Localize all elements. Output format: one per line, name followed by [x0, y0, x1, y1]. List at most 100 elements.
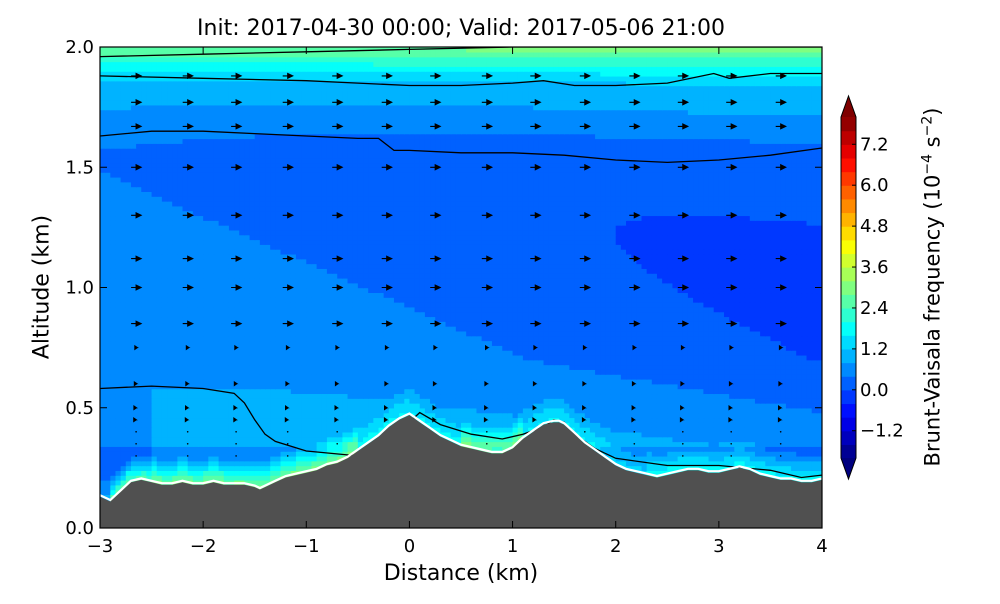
field-cell: [729, 412, 736, 419]
field-cell: [564, 417, 570, 423]
field-cell: [311, 388, 318, 395]
field-cell: [234, 354, 240, 361]
field-cell: [538, 369, 545, 375]
field-cell: [796, 465, 803, 471]
field-cell: [739, 431, 746, 438]
field-cell: [512, 407, 519, 414]
field-cell: [223, 388, 230, 395]
field-cell: [471, 359, 478, 366]
field-cell: [698, 359, 705, 366]
field-cell: [481, 393, 488, 399]
field-cell: [708, 446, 715, 452]
field-cell: [481, 426, 488, 433]
field-cell: [538, 359, 545, 366]
field-cell: [290, 407, 297, 414]
field-cell: [729, 383, 736, 390]
field-cell: [476, 436, 483, 443]
field-cell: [718, 378, 725, 385]
field-cell: [724, 426, 730, 433]
field-cell: [631, 364, 638, 370]
field-cell: [677, 441, 684, 447]
field-cell: [801, 378, 808, 385]
field-cell: [806, 460, 813, 467]
field-cell: [167, 378, 173, 385]
field-cell: [693, 460, 699, 467]
field-cell: [368, 383, 375, 390]
field-cell: [115, 364, 122, 370]
field-cell: [218, 398, 225, 404]
field-cell: [141, 374, 148, 380]
field-cell: [796, 364, 803, 370]
field-cell: [775, 374, 782, 380]
field-cell: [589, 354, 596, 361]
field-cell: [368, 374, 375, 380]
field-cell: [734, 374, 741, 380]
field-cell: [337, 378, 344, 385]
field-cell: [399, 359, 405, 366]
field-cell: [471, 426, 478, 433]
field-cell: [301, 359, 307, 366]
field-cell: [213, 455, 220, 462]
field-cell: [744, 426, 751, 433]
field-cell: [110, 359, 117, 366]
field-cell: [677, 359, 684, 366]
field-cell: [440, 374, 447, 380]
field-cell: [754, 446, 761, 452]
field-cell: [115, 441, 122, 447]
field-cell: [368, 412, 375, 419]
field-cell: [404, 407, 411, 414]
field-cell: [234, 407, 240, 414]
field-cell: [708, 369, 715, 375]
field-cell: [100, 402, 106, 409]
field-cell: [806, 465, 813, 471]
field-cell: [760, 383, 766, 390]
field-cell: [259, 465, 266, 471]
field-cell: [744, 383, 751, 390]
field-cell: [218, 393, 225, 399]
field-cell: [651, 364, 658, 370]
field-cell: [775, 359, 782, 366]
field-cell: [259, 378, 266, 385]
field-cell: [156, 388, 163, 395]
field-cell: [651, 436, 658, 443]
field-cell: [424, 359, 431, 366]
field-cell: [765, 470, 772, 476]
field-cell: [677, 446, 684, 452]
field-cell: [517, 388, 524, 395]
field-cell: [151, 388, 158, 395]
field-cell: [765, 436, 772, 443]
field-cell: [605, 412, 612, 419]
field-cell: [141, 388, 148, 395]
field-cell: [605, 407, 612, 414]
field-cell: [553, 388, 560, 395]
field-cell: [270, 364, 277, 370]
field-cell: [125, 354, 132, 361]
field-cell: [455, 431, 462, 438]
field-cell: [347, 422, 354, 428]
field-cell: [491, 393, 498, 399]
field-cell: [167, 441, 173, 447]
field-cell: [620, 378, 627, 385]
field-cell: [605, 446, 612, 452]
field-cell: [357, 398, 364, 404]
field-cell: [512, 431, 519, 438]
field-cell: [244, 374, 251, 380]
field-cell: [151, 359, 158, 366]
field-cell: [228, 393, 235, 399]
field-cell: [816, 441, 822, 447]
field-cell: [265, 393, 271, 399]
field-cell: [141, 451, 148, 457]
field-cell: [167, 417, 173, 423]
field-cell: [213, 402, 220, 409]
field-cell: [693, 378, 699, 385]
field-cell: [285, 412, 292, 419]
field-cell: [306, 465, 313, 471]
field-cell: [141, 407, 148, 414]
field-cell: [481, 383, 488, 390]
field-cell: [760, 388, 766, 395]
field-cell: [182, 460, 189, 467]
field-cell: [130, 388, 137, 395]
field-cell: [749, 426, 756, 433]
field-cell: [182, 436, 189, 443]
field-cell: [306, 446, 313, 452]
